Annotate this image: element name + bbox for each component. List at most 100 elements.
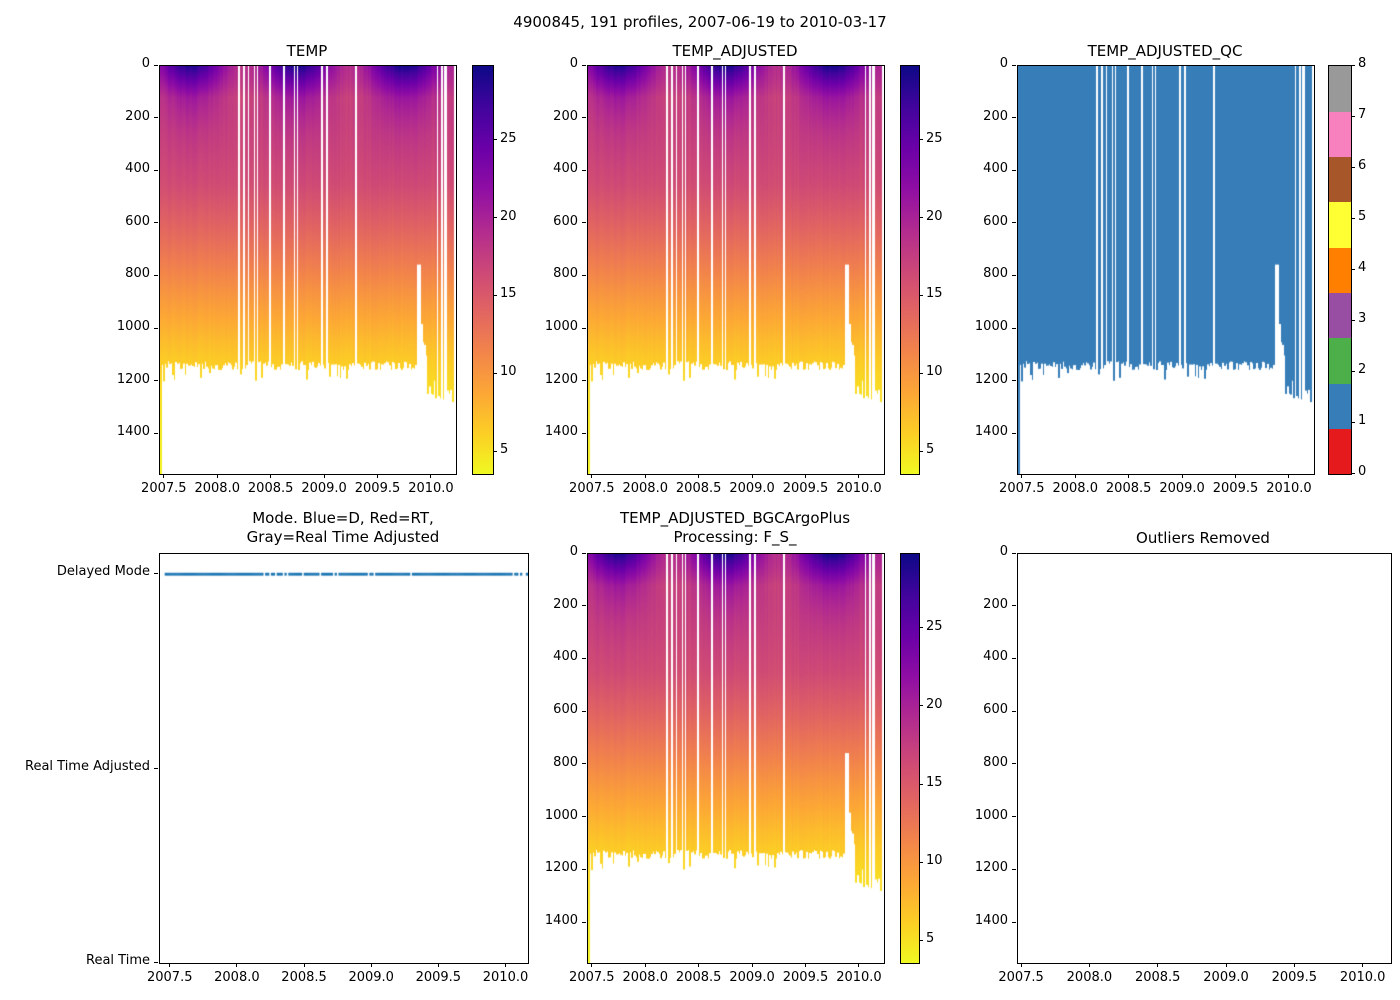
- x-tick-mark: [270, 474, 272, 478]
- colorbar-tick-label: 10: [926, 853, 943, 869]
- colorbar-tick-label: 15: [500, 286, 517, 302]
- x-tick-mark: [805, 474, 807, 478]
- colorbar-tick-mark: [1351, 115, 1355, 117]
- colorbar-tick-mark: [1351, 217, 1355, 219]
- x-tick-mark: [591, 963, 593, 967]
- colorbar-tick-mark: [919, 939, 923, 941]
- colorbar-tick-label: 15: [926, 775, 943, 791]
- x-tick-mark: [1020, 963, 1022, 967]
- title-bgc-line2: Processing: F_S_: [673, 528, 797, 546]
- x-tick-mark: [1293, 963, 1295, 967]
- qc-colorbar-segment-1: [1329, 383, 1351, 430]
- y-tick-label: 1000: [544, 319, 578, 335]
- x-tick-mark: [858, 963, 860, 967]
- y-tick-label: 1000: [116, 319, 150, 335]
- colorbar-tick-mark: [919, 783, 923, 785]
- y-tick-mark: [154, 117, 158, 119]
- colorbar-tick-mark: [1351, 64, 1355, 66]
- y-tick-mark: [154, 274, 158, 276]
- x-tick-mark: [751, 963, 753, 967]
- y-tick-mark: [582, 169, 586, 171]
- colorbar-tick-label: 10: [500, 364, 517, 380]
- x-tick-label: 2008.0: [214, 970, 260, 985]
- colorbar-tick-mark: [919, 861, 923, 863]
- x-tick-mark: [698, 474, 700, 478]
- y-tick-label: 0: [141, 56, 150, 71]
- colorbar-tick-mark: [493, 372, 497, 374]
- x-tick-mark: [1225, 963, 1227, 967]
- x-tick-mark: [437, 963, 439, 967]
- colorbar-tick-mark: [1351, 472, 1355, 474]
- y-tick-label: 1200: [544, 371, 578, 387]
- y-tick-mark: [582, 274, 586, 276]
- title-temp-adjusted-qc: TEMP_ADJUSTED_QC: [1087, 42, 1243, 60]
- x-tick-mark: [1128, 474, 1130, 478]
- y-tick-label: 1400: [116, 424, 150, 440]
- y-tick-mark: [1012, 169, 1016, 171]
- y-tick-label: 400: [983, 649, 1008, 665]
- x-tick-label: 2009.0: [1203, 970, 1249, 985]
- y-tick-label: 1200: [974, 371, 1008, 387]
- y-tick-label: 600: [983, 702, 1008, 718]
- qc-colorbar-segment-7: [1329, 111, 1351, 158]
- y-tick-mark: [582, 816, 586, 818]
- colorbar-tick-label: 20: [500, 208, 517, 224]
- y-tick-label: 0: [999, 544, 1008, 559]
- qc-colorbar-segment-6: [1329, 156, 1351, 203]
- x-tick-label: 2008.5: [281, 970, 327, 985]
- x-tick-label: 2009.0: [301, 481, 347, 496]
- y-tick-mark: [1012, 763, 1016, 765]
- colorbar-tick-mark: [1351, 370, 1355, 372]
- colorbar-tick-label: 1: [1358, 413, 1367, 428]
- y-tick-mark: [154, 169, 158, 171]
- title-temp-adjusted: TEMP_ADJUSTED: [672, 42, 798, 60]
- x-tick-mark: [858, 474, 860, 478]
- colorbar-tick-label: 5: [926, 931, 935, 947]
- colorbar-tick-label: 25: [926, 130, 943, 146]
- x-tick-label: 2010.0: [836, 970, 882, 985]
- x-tick-mark: [370, 963, 372, 967]
- y-tick-mark: [1012, 552, 1016, 554]
- qc-colorbar-segment-3: [1329, 292, 1351, 339]
- y-tick-mark: [1012, 64, 1016, 66]
- colorbar-tick-mark: [493, 139, 497, 141]
- axes-TEMP_ADJUSTED_QC: [1017, 65, 1315, 475]
- y-tick-label: 800: [553, 266, 578, 282]
- colorbar-tick-mark: [1351, 268, 1355, 270]
- colorbar-tick-label: 25: [926, 618, 943, 634]
- title-mode-line2: Gray=Real Time Adjusted: [246, 528, 440, 546]
- x-tick-mark: [751, 474, 753, 478]
- y-tick-label: 1400: [974, 913, 1008, 929]
- temp_adjusted_bgcargoplus-heatmap-canvas: [588, 554, 884, 963]
- mode-category-label: Real Time Adjusted: [25, 759, 150, 774]
- x-tick-mark: [698, 963, 700, 967]
- colorbar-TEMP_ADJUSTED_BGCArgoPlus: [900, 553, 920, 964]
- x-tick-label: 2008.0: [622, 481, 668, 496]
- x-tick-mark: [644, 963, 646, 967]
- colorbar-tick-label: 2: [1358, 362, 1367, 377]
- x-tick-mark: [644, 474, 646, 478]
- x-tick-mark: [1362, 963, 1364, 967]
- y-tick-mark: [154, 572, 158, 574]
- y-tick-mark: [582, 64, 586, 66]
- x-tick-label: 2009.0: [729, 970, 775, 985]
- y-tick-label: 800: [553, 754, 578, 770]
- x-tick-label: 2010.0: [408, 481, 454, 496]
- x-tick-label: 2009.5: [782, 481, 829, 496]
- x-tick-label: 2008.0: [622, 970, 668, 985]
- x-tick-mark: [169, 963, 171, 967]
- x-tick-label: 2007.5: [998, 970, 1044, 985]
- y-tick-mark: [582, 605, 586, 607]
- axes-TEMP_ADJUSTED: [587, 65, 885, 475]
- colorbar-tick-label: 15: [926, 286, 943, 302]
- colorbar-TEMP_ADJUSTED_QC: [1328, 65, 1352, 475]
- x-tick-label: 2008.5: [247, 481, 294, 496]
- colorbar-tick-mark: [493, 450, 497, 452]
- title-bgc-line1: TEMP_ADJUSTED_BGCArgoPlus: [619, 509, 851, 527]
- y-tick-mark: [1012, 327, 1016, 329]
- y-tick-label: 600: [983, 213, 1008, 229]
- x-tick-label: 2007.5: [141, 481, 187, 496]
- y-tick-label: 400: [553, 161, 578, 177]
- y-tick-label: 600: [553, 702, 578, 718]
- x-tick-label: 2007.5: [999, 481, 1045, 496]
